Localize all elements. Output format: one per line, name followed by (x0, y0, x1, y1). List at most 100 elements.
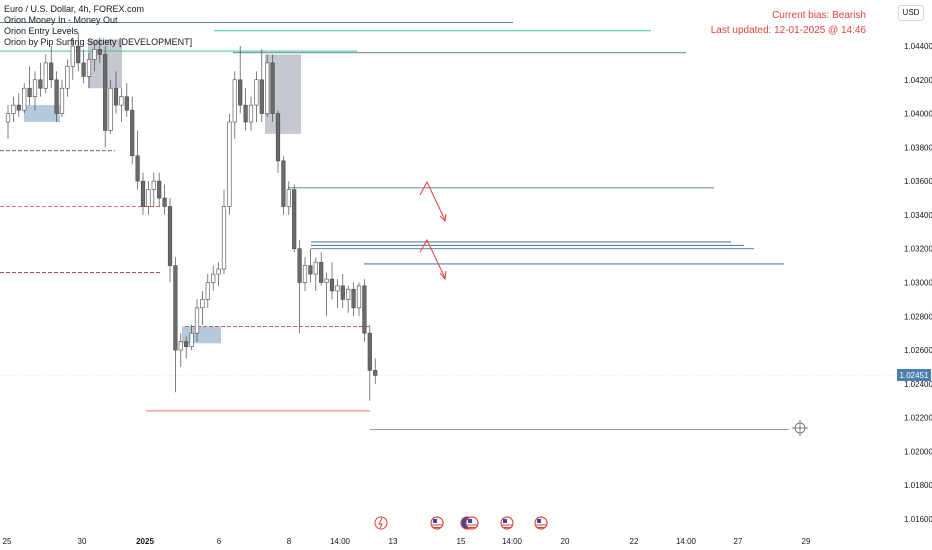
candle (335, 279, 340, 308)
candle (86, 52, 92, 89)
candle (157, 172, 162, 207)
us-flag-event-icon[interactable] (534, 516, 548, 530)
time-tick-label: 22 (630, 537, 639, 546)
candle (11, 96, 16, 123)
candle (340, 274, 345, 308)
candle (297, 240, 302, 334)
candle (275, 110, 281, 173)
candle (238, 46, 243, 114)
candle (76, 32, 81, 72)
candle (146, 181, 151, 215)
candle-body (356, 285, 362, 309)
candle-body (92, 49, 97, 60)
candle (59, 79, 65, 117)
candle (113, 71, 119, 114)
zone-box (265, 54, 301, 134)
candle (22, 83, 27, 114)
candle (367, 324, 372, 401)
candle (70, 37, 75, 80)
candle (254, 71, 259, 123)
candle (221, 189, 227, 275)
candle-body (135, 155, 140, 182)
candle-body (265, 62, 270, 114)
indicator-money-in-out[interactable]: Orion Money In - Money Out (4, 15, 118, 25)
candle (292, 184, 297, 253)
currency-button[interactable]: USD (898, 5, 924, 21)
candle (351, 282, 356, 317)
us-flag-event-icon[interactable] (430, 516, 444, 530)
candle-body (113, 87, 119, 106)
candle-body (157, 180, 162, 199)
crosshair-target-icon[interactable] (792, 420, 808, 436)
candle-body (329, 278, 335, 292)
candle-body (5, 113, 11, 123)
candle-body (367, 332, 372, 371)
last-updated: Last updated: 12-01-2025 @ 14:46 (710, 25, 866, 36)
price-tick-label: 1.04200 (904, 76, 932, 85)
chart-legend: Euro / U.S. Dollar, 4h, FOREX.com Orion … (4, 4, 192, 48)
candle (227, 113, 232, 215)
price-tick-label: 1.02800 (904, 312, 932, 321)
symbol-title[interactable]: Euro / U.S. Dollar, 4h, FOREX.com (4, 4, 145, 14)
candle-body (292, 189, 297, 250)
candle (232, 71, 237, 139)
price-tick-label: 1.04000 (904, 110, 932, 119)
arrow-down-icon (419, 238, 446, 279)
candle-body (373, 370, 378, 376)
candle (346, 285, 351, 313)
candle (81, 49, 86, 84)
candle-body (108, 87, 113, 131)
candle-body (119, 96, 124, 106)
candle (286, 181, 291, 215)
candle-body (11, 104, 16, 114)
flash-icon-bolt (378, 517, 383, 529)
candle-body (146, 189, 151, 207)
candle (151, 172, 156, 207)
time-tick-label: 14:00 (676, 537, 697, 546)
candle-body (221, 206, 227, 270)
price-tick-label: 1.04400 (904, 42, 932, 51)
candle (38, 62, 43, 97)
candle-body (59, 87, 65, 114)
candle (54, 71, 59, 123)
candle (243, 88, 248, 131)
indicator-entry-levels[interactable]: Orion Entry Levels (4, 26, 79, 36)
candle-body (184, 341, 189, 347)
candle-body (346, 288, 351, 300)
candle-body (319, 261, 324, 283)
candle (189, 324, 194, 351)
us-flag-event-icon[interactable] (465, 516, 479, 530)
zone-box (24, 105, 60, 123)
time-axis[interactable]: 25 30 2025 6 8 14:00 13 15 14:00 20 22 14:00 27 29 (3, 537, 811, 546)
last-price-marker: 1.02451 (897, 369, 931, 381)
candle-body (313, 261, 318, 275)
candle (135, 130, 140, 190)
flag-icon-canton (537, 519, 541, 523)
candle (329, 262, 335, 300)
candle-body (362, 285, 367, 334)
candle-body (130, 109, 135, 157)
flash-event-icon[interactable] (374, 516, 388, 530)
candle-body (194, 307, 200, 334)
zone-box (182, 326, 221, 344)
candle (65, 59, 70, 97)
candle-body (248, 104, 254, 123)
price-axis[interactable]: 1.04400 1.04200 1.04000 1.03800 1.03600 1.034… (904, 42, 932, 524)
candle-body (32, 79, 38, 97)
time-tick-label: 27 (734, 537, 743, 546)
candle-body (297, 248, 302, 283)
price-tick-label: 1.01600 (904, 515, 932, 524)
us-flag-event-icon[interactable] (500, 516, 514, 530)
candle-body (286, 189, 291, 207)
indicator-pip-surfing[interactable]: Orion by Pip Surfing Society [DEVELOPMEN… (4, 37, 193, 47)
candle-body (38, 79, 43, 89)
candle-body (124, 96, 129, 111)
bias-arrows (419, 180, 447, 281)
candle (16, 93, 21, 117)
candle (119, 88, 124, 123)
candle (184, 336, 189, 359)
price-tick-label: 1.03000 (904, 279, 932, 288)
candle-body (173, 265, 178, 351)
economic-events[interactable] (374, 516, 548, 530)
